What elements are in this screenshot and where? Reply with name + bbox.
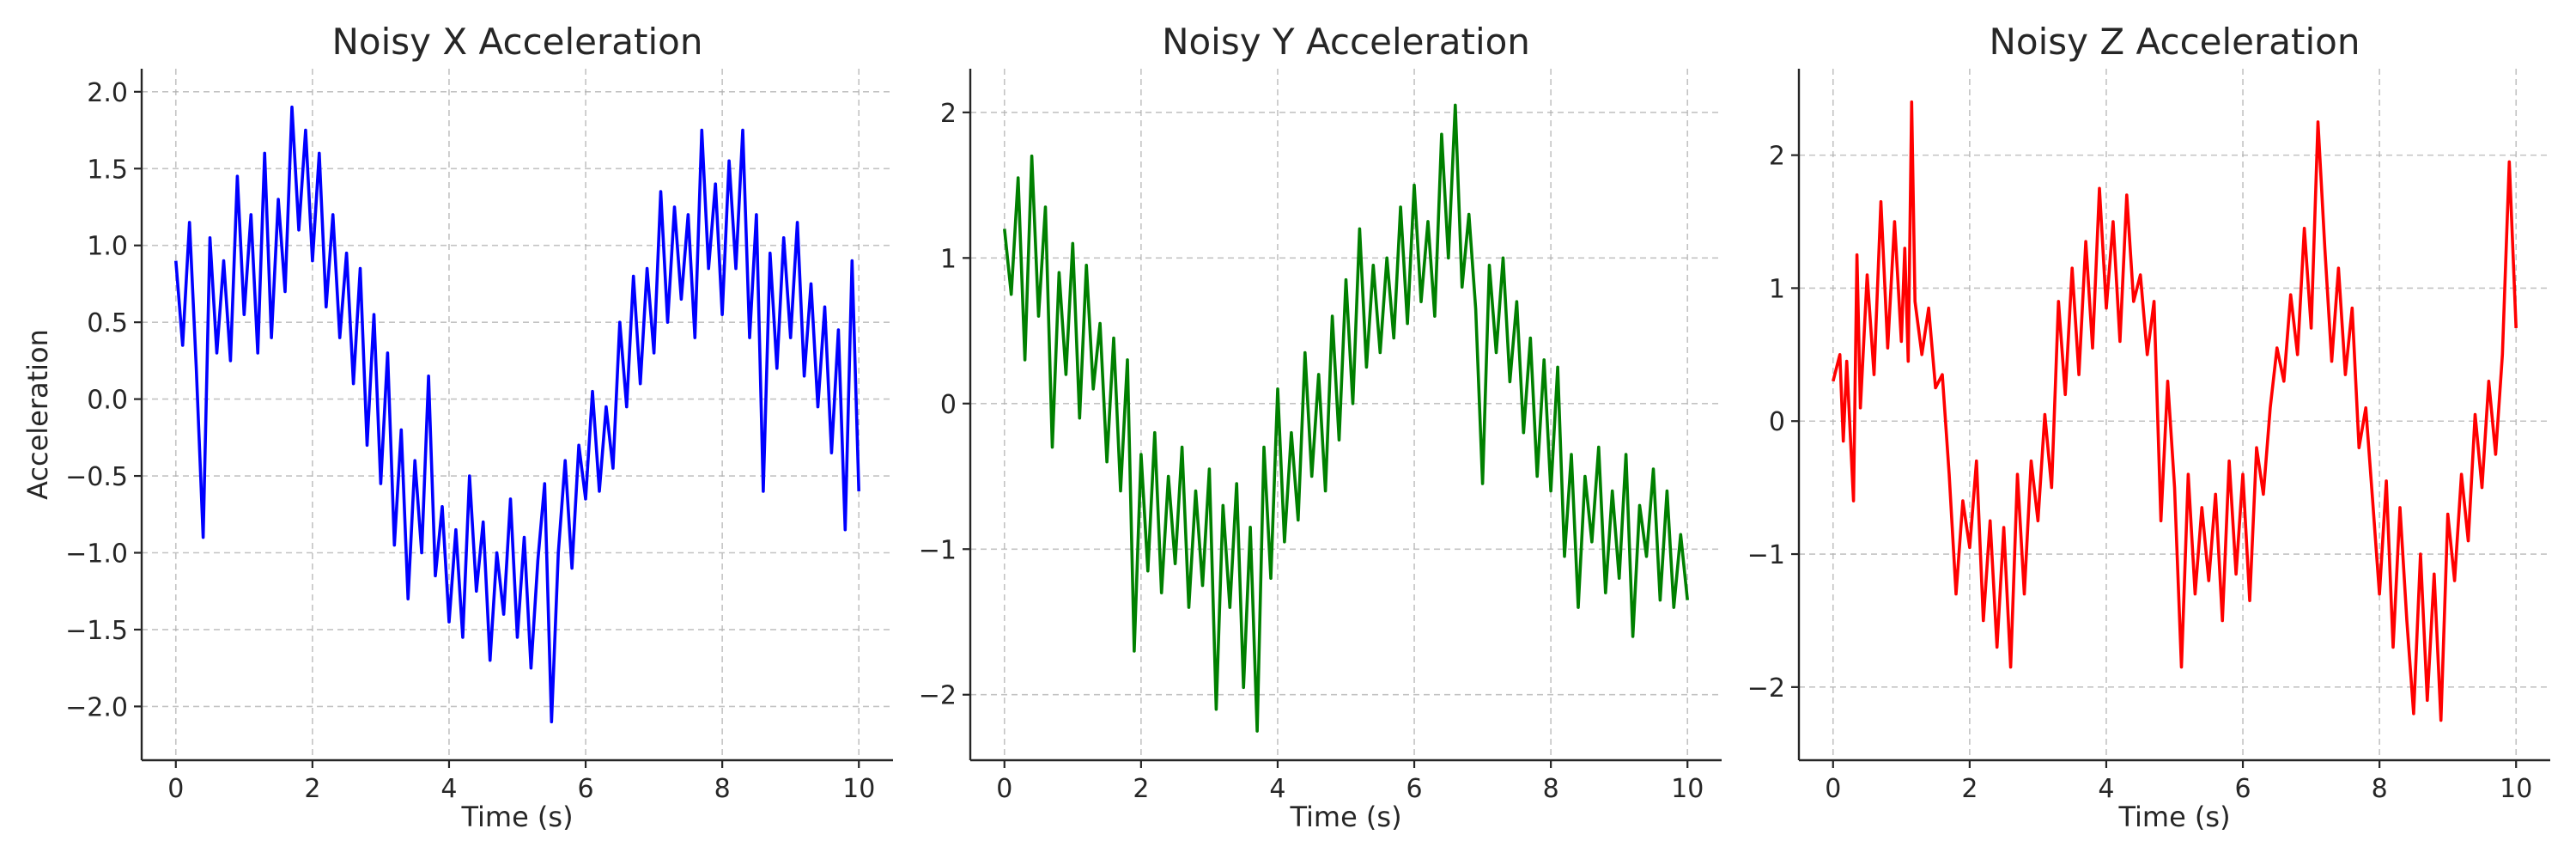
y-tick-label: 1.0 — [87, 232, 128, 262]
y-tick-label: 0 — [940, 390, 957, 420]
x-tick-label: 4 — [440, 774, 457, 804]
y-tick-label: 0.0 — [87, 386, 128, 416]
x-axis-label: Time (s) — [2117, 801, 2230, 833]
x-tick-label: 6 — [577, 774, 593, 804]
x-tick-label: 10 — [842, 774, 875, 804]
y-tick-label: 1 — [940, 244, 957, 274]
chart-title: Noisy Z Acceleration — [1990, 21, 2360, 63]
series-line — [1832, 100, 2518, 722]
x-tick-label: 8 — [2372, 774, 2388, 804]
x-axis-label: Time (s) — [1289, 801, 1401, 833]
series-line — [174, 105, 860, 724]
y-tick-label: 0.5 — [87, 308, 128, 338]
chart-title: Noisy Y Acceleration — [1162, 21, 1530, 63]
x-tick-label: 6 — [1406, 774, 1422, 804]
chart-panel-0: 0 2 4 6 8 10 −2.0 −1.5 −1.0 −0.5 0.0 0.5 1.0 1.5 2.0 No… — [21, 21, 893, 833]
x-axis-label: Time (s) — [460, 801, 573, 833]
x-tick-label: 10 — [1671, 774, 1704, 804]
y-tick-label: 2 — [1769, 142, 1785, 172]
y-tick-label: 1.5 — [87, 155, 128, 185]
x-tick-label: 10 — [2500, 774, 2532, 804]
y-tick-label: −2.0 — [65, 692, 128, 722]
y-tick-label: −1.0 — [65, 539, 128, 570]
x-tick-label: 4 — [2098, 774, 2114, 804]
x-tick-label: 8 — [1543, 774, 1559, 804]
y-tick-label: −2 — [919, 681, 957, 711]
y-tick-label: 1 — [1769, 274, 1785, 304]
y-axis-label: Acceleration — [21, 329, 54, 500]
chart-panel-2: 0 2 4 6 8 10 −2 −1 0 1 2 Noisy Z Acceleration Time (… — [1747, 21, 2550, 833]
y-tick-label: 0 — [1769, 407, 1785, 437]
x-tick-label: 2 — [1961, 774, 1978, 804]
y-tick-label: 2.0 — [87, 78, 128, 108]
y-tick-label: 2 — [940, 99, 957, 129]
chart-title: Noisy X Acceleration — [332, 21, 703, 63]
x-tick-label: 4 — [1269, 774, 1285, 804]
x-tick-label: 2 — [1133, 774, 1149, 804]
chart-panel-1: 0 2 4 6 8 10 −2 −1 0 1 2 Noisy Y Acceleration Time (… — [919, 21, 1722, 833]
y-tick-label: −1 — [919, 535, 957, 565]
x-tick-label: 0 — [1825, 774, 1841, 804]
y-tick-label: −1.5 — [65, 616, 128, 646]
x-tick-label: 6 — [2234, 774, 2251, 804]
x-tick-label: 8 — [714, 774, 731, 804]
x-tick-label: 0 — [167, 774, 184, 804]
y-tick-label: −1 — [1747, 540, 1785, 570]
x-tick-label: 0 — [996, 774, 1012, 804]
series-line — [1003, 103, 1689, 733]
x-tick-label: 2 — [304, 774, 320, 804]
y-tick-label: −0.5 — [65, 462, 128, 492]
y-tick-label: −2 — [1747, 673, 1785, 704]
